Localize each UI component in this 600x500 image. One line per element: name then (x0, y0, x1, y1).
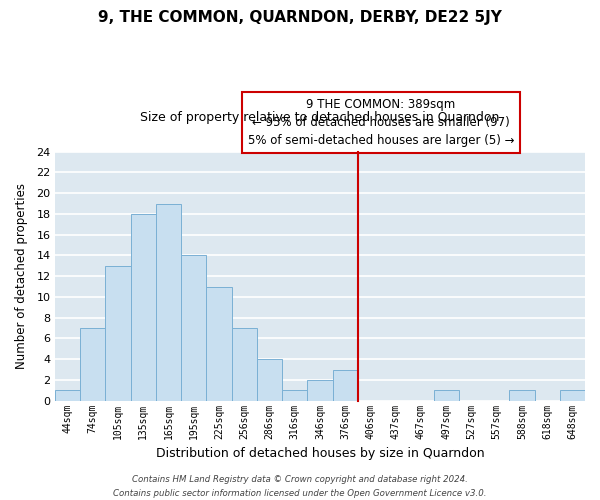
Bar (509, 390, 535, 400)
Y-axis label: Number of detached properties: Number of detached properties (15, 183, 28, 369)
Bar (282, 390, 307, 400)
Bar (232, 328, 257, 400)
Text: Contains HM Land Registry data © Crown copyright and database right 2024.
Contai: Contains HM Land Registry data © Crown c… (113, 476, 487, 498)
X-axis label: Distribution of detached houses by size in Quarndon: Distribution of detached houses by size … (155, 447, 484, 460)
Bar (105, 266, 131, 400)
Bar (131, 214, 156, 400)
Bar (560, 390, 585, 400)
Bar (156, 204, 181, 400)
Bar (206, 286, 232, 401)
Bar (307, 380, 332, 400)
Bar (433, 390, 459, 400)
Text: 9, THE COMMON, QUARNDON, DERBY, DE22 5JY: 9, THE COMMON, QUARNDON, DERBY, DE22 5JY (98, 10, 502, 25)
Bar (257, 359, 282, 401)
Bar (55, 390, 80, 400)
Bar (181, 256, 206, 400)
Text: 9 THE COMMON: 389sqm
← 95% of detached houses are smaller (97)
5% of semi-detach: 9 THE COMMON: 389sqm ← 95% of detached h… (248, 98, 514, 146)
Title: Size of property relative to detached houses in Quarndon: Size of property relative to detached ho… (140, 111, 500, 124)
Bar (332, 370, 358, 400)
Bar (80, 328, 105, 400)
